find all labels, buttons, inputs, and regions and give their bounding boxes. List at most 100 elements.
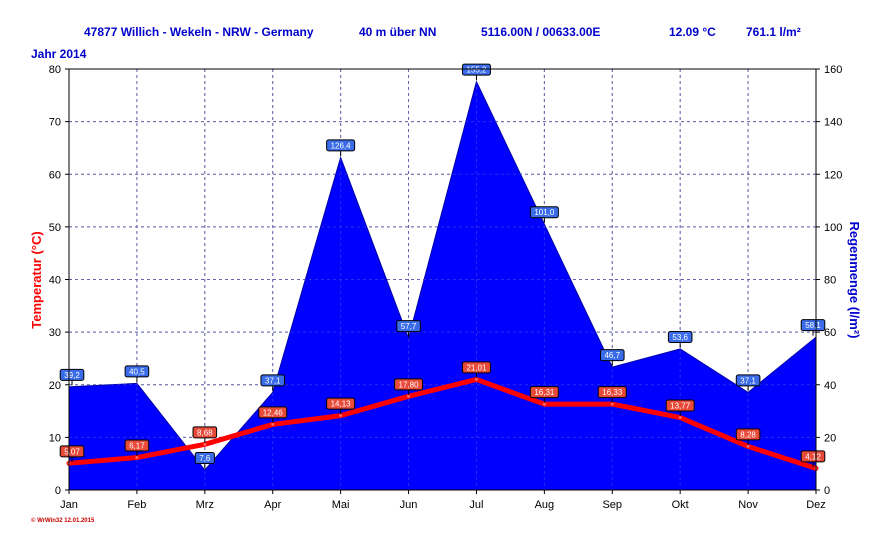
value-label-box (396, 320, 421, 333)
value-label-text: 101,0 (534, 208, 555, 217)
left-tick-label: 80 (49, 64, 61, 76)
left-tick-label: 0 (55, 485, 61, 497)
value-label-text: 5,07 (64, 447, 80, 456)
right-tick-label: 40 (824, 380, 836, 392)
station-coordinates: 5116.00N / 00633.00E (481, 25, 600, 39)
value-label-text: 53,6 (672, 333, 688, 342)
value-label-box (258, 406, 288, 419)
temperature-point (135, 456, 139, 460)
value-label-box (461, 361, 491, 374)
x-tick-label: Apr (264, 499, 281, 511)
right-tick-label: 120 (824, 169, 842, 181)
temperature-line (66, 376, 819, 471)
value-label-text: 7,6 (199, 454, 211, 463)
station-elevation: 40 m über NN (359, 25, 436, 39)
value-label-box (59, 368, 85, 381)
right-tick-label: 0 (824, 485, 830, 497)
value-label-text: 14,13 (331, 400, 352, 409)
value-label-box (800, 319, 826, 332)
value-label-box (735, 374, 761, 387)
x-tick-label: Jul (469, 499, 483, 511)
temperature-value-label: 8,68 (192, 426, 218, 443)
temperature-axis-title: Temperatur (°C) (29, 231, 44, 328)
x-tick-label: Okt (672, 499, 689, 511)
value-label-box (735, 428, 761, 441)
rain-value-label: 53,6 (667, 330, 693, 348)
rain-value-label: 58,1 (800, 319, 826, 336)
value-label-box (260, 374, 286, 387)
total-rainfall: 761.1 l/m² (746, 25, 801, 39)
rain-value-label: 57,7 (396, 320, 421, 337)
value-label-box (326, 397, 356, 410)
temperature-value-label: 21,01 (461, 361, 491, 378)
x-tick-label: Dez (806, 499, 826, 511)
right-tick-label: 80 (824, 275, 836, 287)
rain-value-label: 155,2 (461, 63, 491, 81)
x-tick-label: Jan (60, 499, 78, 511)
rain-value-label: 7,6 (194, 452, 215, 469)
value-label-text: 155,2 (466, 66, 487, 75)
value-label-box (59, 445, 85, 458)
value-label-box (599, 349, 625, 362)
temperature-point (339, 414, 343, 418)
left-tick-label: 30 (49, 327, 61, 339)
value-label-box (800, 450, 826, 463)
temperature-value-label: 16,31 (529, 386, 559, 403)
right-tick-label: 160 (824, 64, 842, 76)
year-label: Jahr 2014 (31, 47, 87, 61)
rain-value-label: 37,1 (260, 374, 286, 391)
right-tick-label: 20 (824, 432, 836, 444)
value-label-text: 8,68 (197, 428, 213, 437)
value-label-box (665, 399, 695, 412)
value-labels: 39,2 40,5 7,6 37,1 126,4 57,7 155,2 101,0 46,7 53… (59, 63, 826, 469)
right-tick-label: 60 (824, 327, 836, 339)
temperature-point (474, 377, 478, 381)
value-label-text: 40,5 (129, 367, 145, 376)
x-tick-label: Mrz (196, 499, 214, 511)
temperature-point (746, 444, 750, 448)
value-label-box (394, 378, 424, 391)
rain-value-label: 101,0 (529, 206, 559, 223)
rain-value-label: 126,4 (326, 139, 356, 156)
rain-value-label: 46,7 (599, 349, 625, 366)
right-tick-label: 100 (824, 222, 842, 234)
left-tick-label: 60 (49, 169, 61, 181)
value-label-text: 21,01 (466, 363, 487, 372)
temperature-point (542, 402, 546, 406)
left-tick-label: 10 (49, 432, 61, 444)
value-label-box (326, 139, 356, 152)
temperature-point (203, 442, 207, 446)
value-label-text: 16,31 (534, 388, 555, 397)
value-label-text: 4,12 (805, 452, 821, 461)
value-label-text: 39,2 (64, 371, 80, 380)
rain-axis-title: Regenmenge (l/m²) (847, 221, 862, 338)
temperature-value-label: 5,07 (59, 445, 85, 462)
chart-header: 47877 Willich - Wekeln - NRW - Germany 4… (31, 25, 801, 61)
value-label-text: 46,7 (604, 351, 620, 360)
x-tick-label: Mai (332, 499, 350, 511)
x-tick-label: Feb (127, 499, 146, 511)
value-label-box (192, 426, 218, 439)
temperature-value-label: 8,28 (735, 428, 761, 445)
temperature-value-label: 13,77 (665, 399, 695, 417)
average-temperature: 12.09 °C (669, 25, 716, 39)
left-tick-label: 40 (49, 275, 61, 287)
rain-value-label: 40,5 (124, 365, 150, 382)
temperature-point (407, 394, 411, 398)
value-label-box (667, 330, 693, 343)
temperature-point (678, 416, 682, 420)
value-label-box (597, 386, 627, 399)
temperature-value-label: 14,13 (326, 397, 356, 415)
left-tick-label: 50 (49, 222, 61, 234)
left-tick-label: 70 (49, 117, 61, 129)
left-tick-label: 20 (49, 380, 61, 392)
axes: 0 10 20 30 40 50 60 70 80 0 20 40 60 80 100 120 140 160 Ja… (49, 64, 843, 511)
temperature-value-label: 6,17 (124, 439, 150, 457)
value-label-text: 6,17 (129, 442, 145, 451)
value-label-text: 17,80 (399, 380, 420, 389)
value-label-text: 37,1 (740, 376, 756, 385)
temperature-point (271, 422, 275, 426)
rain-value-label: 39,2 (59, 368, 85, 386)
